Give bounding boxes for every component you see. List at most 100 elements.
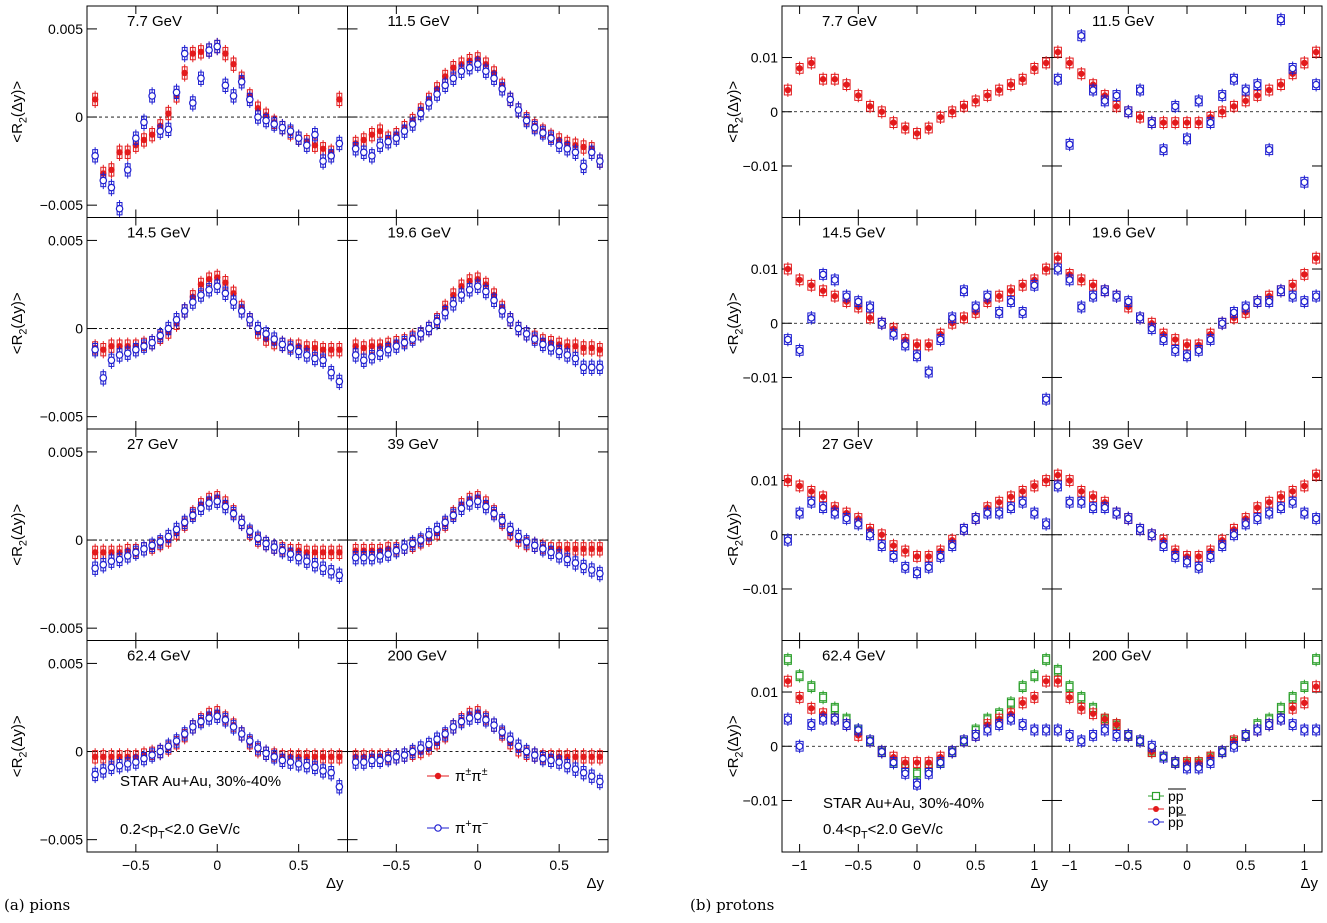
protons-legend-cut: 0.4<pT​<2.0 GeV/c	[823, 821, 944, 842]
pions-point	[246, 315, 254, 324]
pions-point	[172, 88, 181, 97]
protons-xtick-label: 0	[1183, 857, 1191, 873]
protons-point	[1018, 308, 1027, 317]
protons-xtick-label: −0.5	[844, 857, 872, 873]
protons-point	[784, 265, 792, 273]
pions-point	[91, 96, 99, 103]
protons-panel-7: −1 −0.5 0 0.5 1 200 GeV Δy	[1051, 640, 1323, 892]
protons-point	[1288, 64, 1297, 73]
pions-point	[530, 541, 539, 550]
protons-point	[1312, 471, 1320, 479]
pions-point	[115, 555, 124, 564]
protons-point	[924, 368, 933, 376]
protons-point	[784, 536, 792, 544]
pions-point	[189, 50, 197, 57]
protons-point	[1312, 254, 1320, 262]
pions-point	[368, 756, 376, 765]
pions-point	[311, 753, 319, 761]
pions-point	[351, 351, 360, 359]
protons-point	[948, 314, 957, 322]
protons-point	[1194, 563, 1203, 572]
pions-point	[392, 546, 401, 555]
protons-point	[902, 124, 909, 132]
protons-point	[1112, 91, 1121, 100]
protons-ylabel: <R2​(Δy)>	[725, 81, 746, 143]
protons-point	[1265, 509, 1273, 517]
pions-point	[294, 347, 303, 356]
protons-xtick-label: 0	[913, 857, 921, 873]
protons-point	[1301, 482, 1308, 490]
protons-point	[1078, 70, 1085, 77]
pions-ylabel-text: <R2​(Δy)>	[9, 81, 30, 143]
pions-point	[230, 290, 237, 297]
pions-point	[164, 324, 173, 333]
protons-point	[1230, 530, 1238, 539]
pions-point	[441, 518, 449, 527]
protons-point	[1277, 503, 1285, 512]
pions-ytick-label: −0.005	[40, 409, 83, 425]
protons-point	[1277, 286, 1285, 295]
pions-point	[107, 356, 116, 365]
pions-point	[278, 123, 287, 132]
protons-series-2	[783, 712, 1051, 792]
protons-xtick-label: 0.5	[1236, 857, 1256, 873]
protons-legend-marker	[1151, 791, 1161, 801]
protons-point	[936, 335, 945, 344]
protons-point	[1312, 683, 1320, 690]
protons-legend-experiment: STAR Au+Au, 30%-40%	[823, 795, 984, 812]
pions-point	[433, 317, 441, 326]
pions-point	[108, 342, 115, 350]
protons-point	[1277, 715, 1285, 723]
protons-ylabel: <R2​(Δy)>	[725, 292, 746, 354]
protons-point	[1089, 493, 1097, 500]
pions-point	[596, 346, 604, 353]
pions-point	[555, 552, 563, 560]
protons-point	[1195, 553, 1202, 560]
pions-point	[237, 307, 246, 315]
pions-point	[180, 49, 189, 58]
protons-legend: STAR Au+Au, 30%-40%0.4<pT​<2.0 GeV/cpppp…	[823, 788, 1186, 842]
protons-ytick-label: 0	[770, 527, 778, 543]
pions-point	[473, 497, 482, 506]
pions-series-1	[351, 277, 604, 376]
pions-panel-2: −0.005 0 0.005 14.5 GeV <R2​(Δy)>	[9, 217, 348, 430]
pions-point	[522, 537, 531, 546]
pions-point	[148, 751, 156, 759]
protons-point	[901, 563, 910, 572]
pions-point	[425, 530, 433, 539]
pions-point	[587, 148, 596, 157]
pions-point	[115, 351, 124, 359]
pions-ytick-label: −0.005	[40, 197, 83, 213]
pions-point	[221, 502, 230, 511]
pions-point	[156, 537, 165, 546]
pions-xlabel: Δy	[326, 875, 344, 892]
pions-point	[579, 768, 588, 777]
pions-point	[564, 342, 571, 350]
protons-point	[1218, 747, 1227, 756]
protons-point	[1112, 509, 1121, 517]
protons-xtick-label: 0.5	[966, 857, 986, 873]
pions-ytick-label: 0.005	[48, 444, 83, 460]
protons-point	[1183, 135, 1191, 143]
pions-point	[278, 340, 287, 349]
protons-point	[1019, 488, 1026, 495]
protons-point	[1031, 694, 1038, 701]
protons-point	[1018, 682, 1027, 691]
pions-panel-label: 14.5 GeV	[127, 225, 190, 242]
protons-point	[830, 704, 839, 713]
protons-point	[1030, 509, 1039, 517]
pions-point	[563, 351, 572, 359]
protons-point	[1265, 499, 1273, 506]
pions-point	[116, 753, 123, 761]
pions-point	[123, 760, 132, 768]
protons-panel-label: 7.7 GeV	[822, 13, 877, 30]
pions-ytick-label: −0.005	[40, 832, 83, 848]
protons-point	[889, 758, 898, 767]
protons-point	[1112, 292, 1121, 300]
pions-point	[140, 118, 148, 127]
pions-point	[572, 342, 579, 350]
protons-legend-marker	[1153, 806, 1159, 812]
protons-ytick-label: 0.01	[751, 261, 778, 277]
protons-point	[1042, 395, 1050, 403]
pions-point	[180, 518, 189, 527]
